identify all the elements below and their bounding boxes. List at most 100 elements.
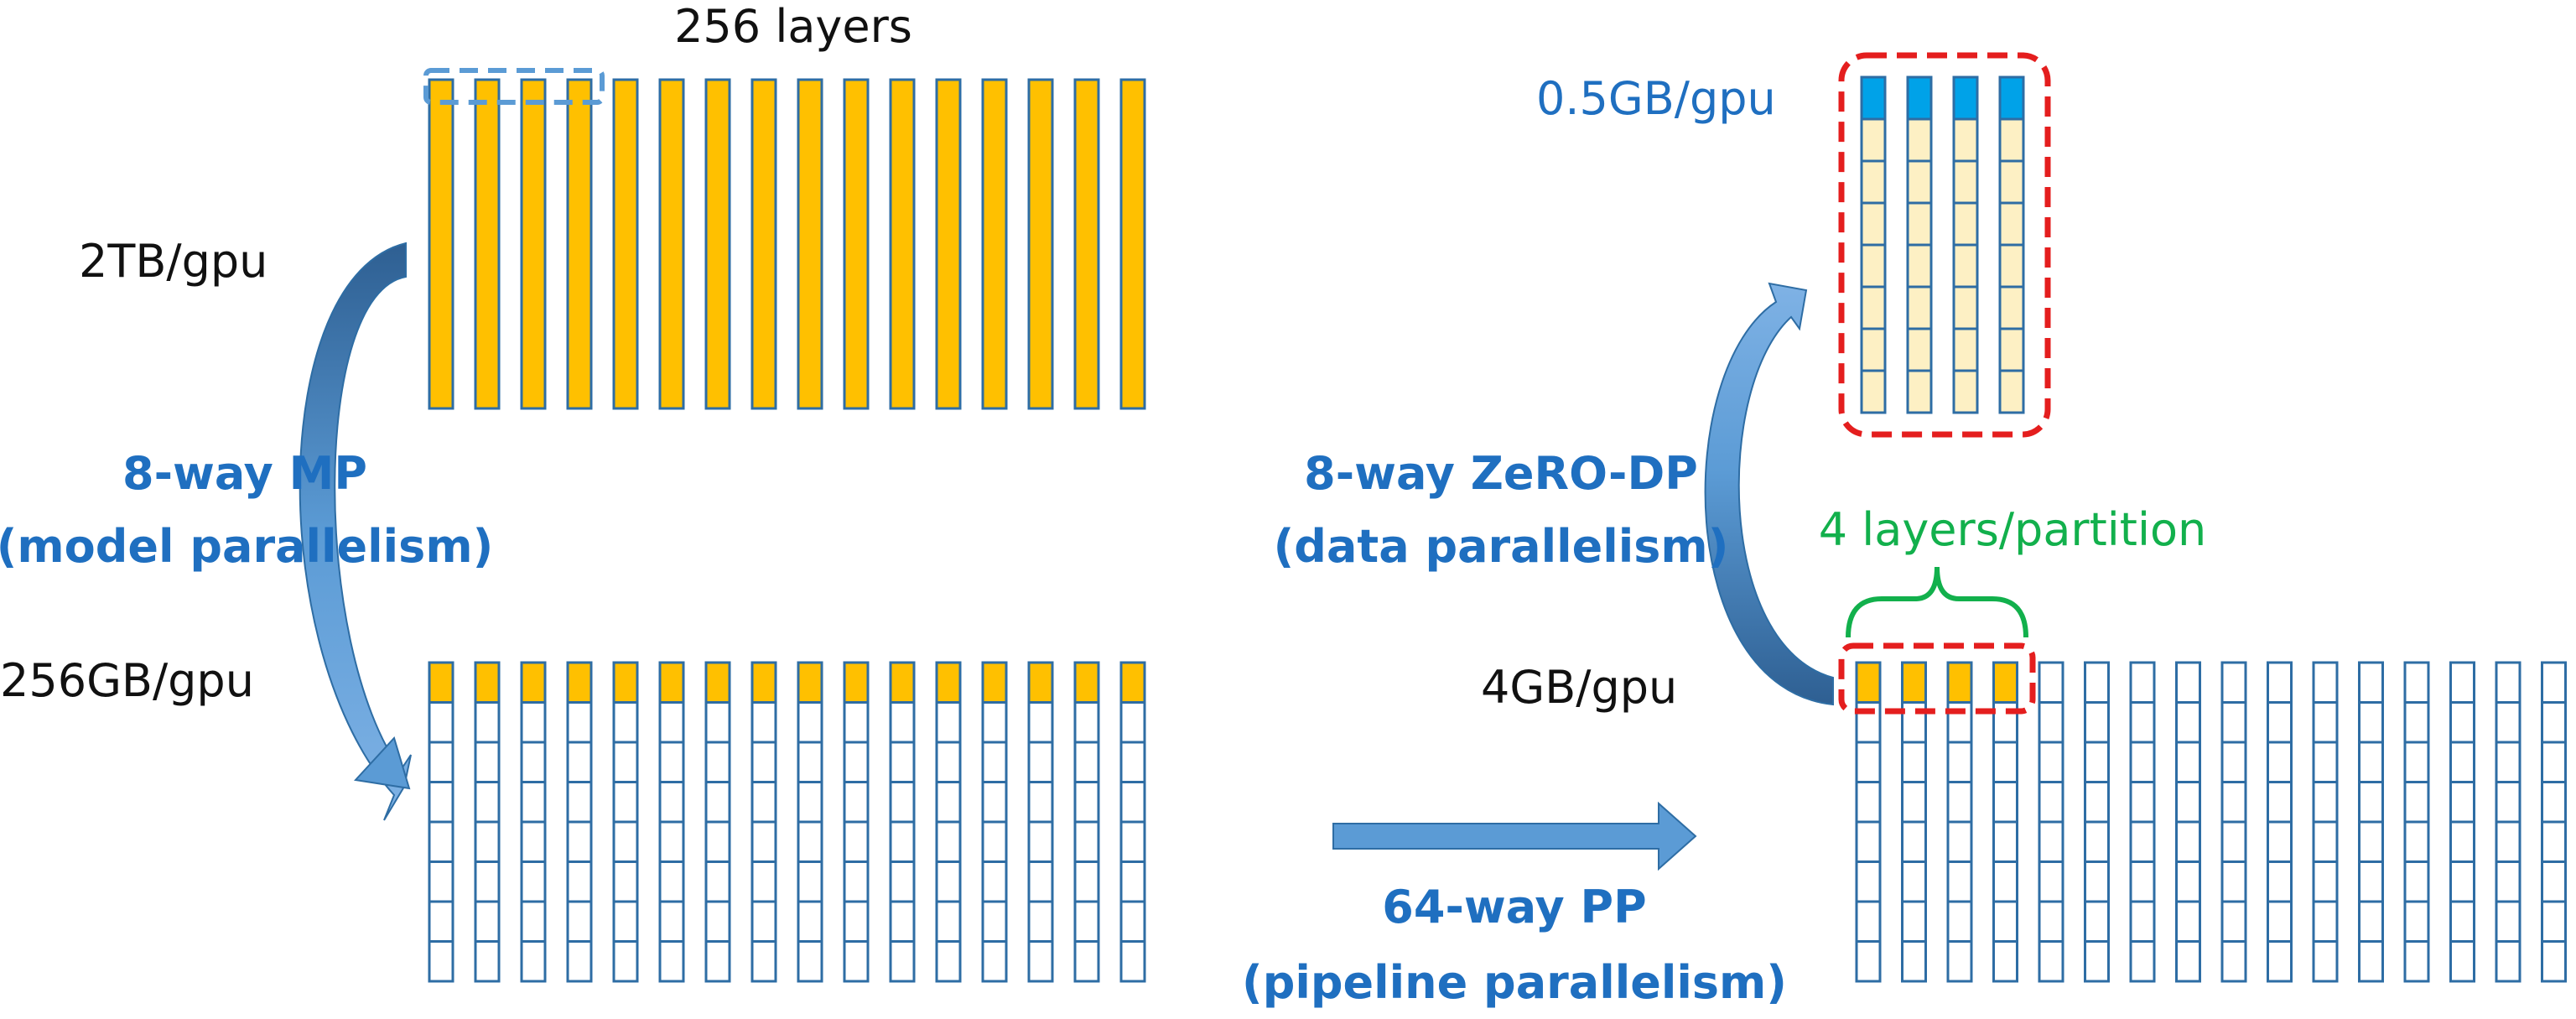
layer-cell bbox=[1073, 820, 1100, 863]
layer-cell bbox=[2312, 701, 2339, 744]
layer-cell bbox=[981, 900, 1008, 943]
layer-column bbox=[658, 78, 685, 410]
layer-cell bbox=[2038, 781, 2064, 824]
layer-cell bbox=[1119, 820, 1146, 863]
layer-cell bbox=[2175, 741, 2201, 783]
layer-cell-active bbox=[566, 661, 593, 704]
layer-cell bbox=[981, 781, 1008, 824]
layer-cell bbox=[1946, 741, 1973, 783]
layer-cell bbox=[1998, 243, 2025, 289]
mp-curved-arrow bbox=[299, 242, 412, 821]
layer-cell bbox=[2541, 741, 2567, 783]
layer-cell bbox=[843, 701, 870, 744]
layer-cell bbox=[2312, 741, 2339, 783]
layer-cell bbox=[2312, 900, 2339, 943]
layer-cell bbox=[1946, 940, 1973, 983]
layer-cell bbox=[2038, 860, 2064, 903]
layer-cell bbox=[612, 741, 639, 783]
layer-cell bbox=[843, 900, 870, 943]
layer-cell bbox=[797, 820, 823, 863]
layer-cell bbox=[2449, 781, 2475, 824]
layer-cell bbox=[2541, 701, 2567, 744]
layer-cell bbox=[1901, 860, 1927, 903]
layer-column bbox=[612, 78, 639, 410]
layer-cell bbox=[2175, 661, 2201, 704]
layer-cell bbox=[1027, 781, 1054, 824]
layer-column bbox=[981, 78, 1008, 410]
layer-cell bbox=[2084, 900, 2110, 943]
layer-cell bbox=[2495, 701, 2521, 744]
layer-cell bbox=[2358, 860, 2384, 903]
layer-cell bbox=[981, 860, 1008, 903]
layer-cell bbox=[1119, 900, 1146, 943]
layer-cell bbox=[2541, 661, 2567, 704]
layer-cell bbox=[474, 860, 501, 903]
layer-cell bbox=[474, 781, 501, 824]
layer-cell bbox=[2312, 940, 2339, 983]
pp-partitioned-columns bbox=[1855, 661, 2567, 983]
layer-cell bbox=[1855, 781, 1882, 824]
layer-cell bbox=[935, 781, 962, 824]
layer-cell-active bbox=[1073, 661, 1100, 704]
layer-cell bbox=[1901, 741, 1927, 783]
layer-cell bbox=[428, 781, 454, 824]
layer-cell bbox=[797, 900, 823, 943]
layer-cell bbox=[1119, 940, 1146, 983]
layer-cell-active bbox=[428, 661, 454, 704]
layer-cell bbox=[612, 701, 639, 744]
layer-cell-active bbox=[658, 661, 685, 704]
layer-cell bbox=[2129, 940, 2156, 983]
layer-cell bbox=[658, 860, 685, 903]
layer-cell bbox=[2495, 661, 2521, 704]
layer-cell bbox=[520, 701, 547, 744]
layer-cell bbox=[750, 781, 777, 824]
layer-cell bbox=[2267, 900, 2293, 943]
layer-cell bbox=[2449, 701, 2475, 744]
layer-cell bbox=[2495, 900, 2521, 943]
layer-cell bbox=[1860, 159, 1887, 205]
layer-cell bbox=[1860, 369, 1887, 414]
layer-cell bbox=[2129, 661, 2156, 704]
layer-cell-active bbox=[1952, 75, 1979, 121]
layer-cell bbox=[1998, 201, 2025, 247]
layer-cell bbox=[2541, 940, 2567, 983]
layer-cell bbox=[2084, 820, 2110, 863]
pp-step-title: 64-way PP bbox=[1382, 881, 1646, 933]
layer-cell bbox=[704, 860, 731, 903]
layer-cell bbox=[1860, 285, 1887, 330]
layer-cell bbox=[2267, 701, 2293, 744]
layer-cell bbox=[2220, 781, 2247, 824]
layer-cell bbox=[1946, 900, 1973, 943]
partition-dashed-box bbox=[1838, 642, 2036, 715]
layer-cell bbox=[2038, 940, 2064, 983]
mp-memory-label: 256GB/gpu bbox=[0, 654, 254, 707]
layer-cell bbox=[1073, 940, 1100, 983]
layer-cell bbox=[2403, 940, 2430, 983]
layer-cell bbox=[2084, 661, 2110, 704]
layer-cell bbox=[1946, 781, 1973, 824]
layer-cell bbox=[935, 900, 962, 943]
layer-cell bbox=[704, 940, 731, 983]
layer-cell bbox=[889, 741, 916, 783]
layer-cell bbox=[1952, 201, 1979, 247]
layer-cell bbox=[2358, 661, 2384, 704]
layer-cell bbox=[843, 820, 870, 863]
layer-cell bbox=[1906, 285, 1933, 330]
layer-cell bbox=[658, 701, 685, 744]
layer-cell bbox=[889, 940, 916, 983]
zero-dp-dashed-box bbox=[1838, 52, 2051, 438]
layer-cell bbox=[1027, 741, 1054, 783]
layer-cell bbox=[1998, 117, 2025, 163]
layer-cell bbox=[797, 940, 823, 983]
layer-cell bbox=[1073, 741, 1100, 783]
layer-cell bbox=[474, 940, 501, 983]
full-model-memory-label: 2TB/gpu bbox=[79, 235, 267, 288]
layer-cell bbox=[2358, 741, 2384, 783]
layer-cell bbox=[935, 940, 962, 983]
layer-cell bbox=[566, 741, 593, 783]
layer-cell bbox=[2038, 900, 2064, 943]
layer-cell bbox=[1901, 781, 1927, 824]
layer-cell bbox=[843, 940, 870, 983]
layer-cell bbox=[1952, 285, 1979, 330]
layer-cell bbox=[843, 860, 870, 903]
